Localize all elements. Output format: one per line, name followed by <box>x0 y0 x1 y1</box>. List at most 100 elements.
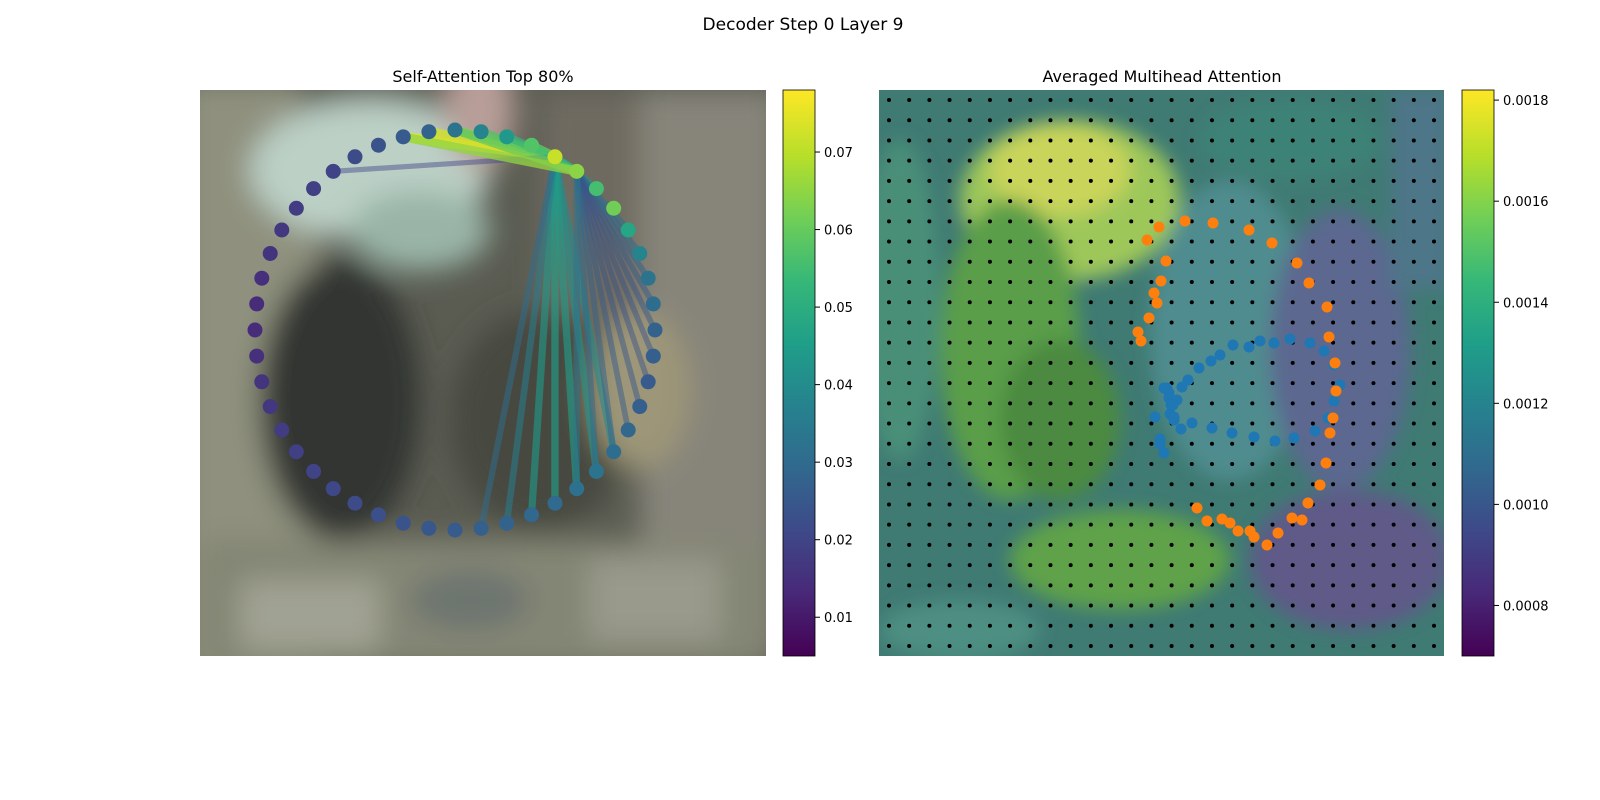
grid-point <box>1230 199 1235 204</box>
grid-point <box>947 603 952 608</box>
grid-point <box>1371 320 1376 325</box>
grid-point <box>1129 98 1134 102</box>
contour-point <box>370 137 386 153</box>
grid-point <box>1048 502 1053 507</box>
grid-point <box>927 462 932 466</box>
grid-point <box>1411 98 1416 102</box>
grid-point <box>1189 542 1194 547</box>
grid-point <box>1250 603 1255 608</box>
grid-point <box>927 158 932 163</box>
grid-point <box>967 280 972 284</box>
grid-point <box>1068 118 1073 123</box>
grid-point <box>947 522 952 527</box>
grid-point <box>1230 542 1235 547</box>
contour-point <box>1148 287 1160 299</box>
grid-point <box>927 381 932 386</box>
grid-point <box>1351 603 1356 608</box>
grid-point <box>1149 118 1154 123</box>
grid-point <box>927 421 932 426</box>
grid-point <box>1068 320 1073 325</box>
contour-point <box>325 481 341 497</box>
grid-point <box>1331 462 1336 466</box>
grid-point <box>1068 644 1073 648</box>
grid-point <box>1008 482 1013 487</box>
grid-point <box>1189 623 1194 628</box>
grid-point <box>907 178 912 183</box>
grid-point <box>1351 98 1356 102</box>
grid-point <box>1189 603 1194 608</box>
grid-point <box>907 360 912 365</box>
grid-point <box>1391 603 1396 608</box>
grid-point <box>927 441 932 446</box>
grid-point <box>1270 522 1275 527</box>
grid-point <box>1149 462 1154 466</box>
grid-point <box>1351 482 1356 487</box>
grid-point <box>987 482 992 487</box>
grid-point <box>1028 421 1033 426</box>
grid-point <box>1028 340 1033 345</box>
grid-point <box>1109 219 1114 224</box>
contour-point <box>640 374 656 390</box>
contour-point <box>447 522 463 538</box>
grid-point <box>947 381 952 386</box>
grid-point <box>1008 462 1013 466</box>
grid-point <box>947 583 952 588</box>
grid-point <box>1169 199 1174 204</box>
grid-point <box>1169 563 1174 568</box>
grid-point <box>987 300 992 305</box>
grid-point <box>987 118 992 123</box>
grid-point <box>1411 280 1416 284</box>
grid-point <box>1008 239 1013 244</box>
grid-point <box>1169 98 1174 102</box>
grid-point <box>1270 320 1275 325</box>
grid-point <box>1230 623 1235 628</box>
grid-point <box>1331 158 1336 163</box>
grid-point <box>1310 482 1315 487</box>
contour-point <box>325 163 341 179</box>
grid-point <box>1068 462 1073 466</box>
grid-point <box>1351 219 1356 224</box>
grid-point <box>1230 178 1235 183</box>
grid-point <box>1270 259 1275 264</box>
grid-point <box>1351 583 1356 588</box>
grid-point <box>1169 462 1174 466</box>
grid-point <box>1351 320 1356 325</box>
grid-point <box>1048 219 1053 224</box>
grid-point <box>1331 603 1336 608</box>
grid-point <box>1432 441 1436 446</box>
grid-point <box>1371 178 1376 183</box>
grid-point <box>1351 563 1356 568</box>
contour-point <box>1291 257 1303 269</box>
grid-point <box>887 280 891 284</box>
grid-point <box>1270 583 1275 588</box>
grid-point <box>1169 603 1174 608</box>
grid-point <box>887 300 891 305</box>
contour-point <box>1304 337 1316 349</box>
grid-point <box>887 360 891 365</box>
grid-point <box>1230 644 1235 648</box>
grid-point <box>1169 178 1174 183</box>
contour-point <box>1327 412 1339 424</box>
grid-point <box>1028 138 1033 143</box>
grid-point <box>1391 320 1396 325</box>
contour-point <box>1186 417 1198 429</box>
grid-point <box>1250 381 1255 386</box>
contour-point <box>1149 411 1161 423</box>
grid-point <box>1109 178 1114 183</box>
grid-point <box>987 644 992 648</box>
grid-point <box>1331 300 1336 305</box>
grid-point <box>1048 178 1053 183</box>
grid-point <box>947 199 952 204</box>
grid-point <box>1008 542 1013 547</box>
grid-point <box>1129 401 1134 406</box>
grid-point <box>927 138 932 143</box>
grid-point <box>1391 401 1396 406</box>
grid-point <box>1129 502 1134 507</box>
grid-point <box>947 280 952 284</box>
grid-point <box>1048 259 1053 264</box>
contour-point <box>1330 385 1342 397</box>
contour-point <box>254 374 270 390</box>
grid-point <box>1310 381 1315 386</box>
grid-point <box>987 340 992 345</box>
grid-point <box>927 603 932 608</box>
